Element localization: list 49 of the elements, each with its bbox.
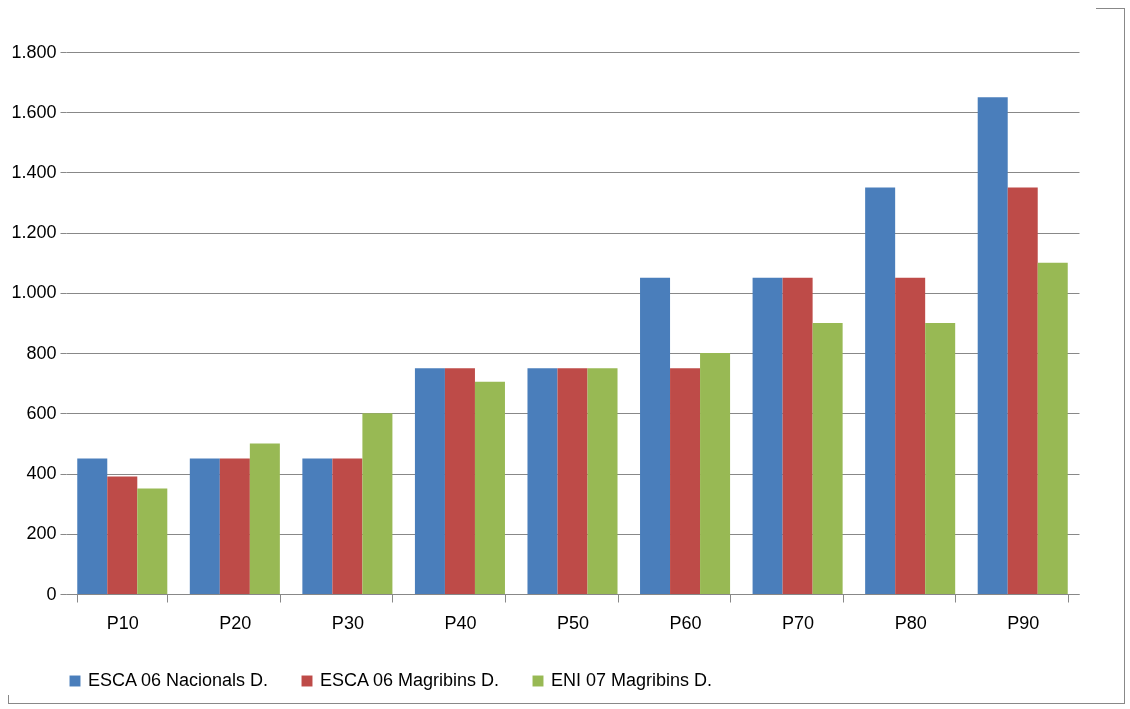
legend-label: ESCA 06 Magribins D. [320, 670, 500, 690]
y-tick-label: 400 [26, 463, 57, 484]
y-tick-label: 1.400 [11, 161, 57, 182]
bar [107, 476, 138, 594]
bar [77, 458, 108, 594]
bar [414, 368, 445, 594]
bar [189, 458, 220, 594]
y-tick-label: 1.800 [11, 41, 57, 62]
y-tick-label: 1.000 [11, 282, 57, 303]
bar [865, 187, 896, 594]
y-tick-label: 1.600 [11, 101, 57, 122]
bar [557, 368, 588, 594]
bar [977, 97, 1008, 594]
y-tick-label: 1.200 [11, 222, 57, 243]
bar [527, 368, 558, 594]
y-tick-label: 600 [26, 402, 57, 423]
x-tick-label: P90 [1007, 612, 1040, 633]
bar [1037, 262, 1068, 594]
bar [444, 368, 475, 594]
y-tick-label: 0 [46, 583, 57, 604]
bar [219, 458, 250, 594]
bar [700, 353, 731, 594]
y-tick-label: 800 [26, 342, 57, 363]
bar [474, 381, 505, 594]
y-tick-label: 200 [26, 523, 57, 544]
bar [137, 488, 168, 594]
bar [670, 368, 701, 594]
x-tick-label: P60 [669, 612, 702, 633]
legend-label: ESCA 06 Nacionals D. [88, 670, 269, 690]
bar [895, 277, 926, 594]
bar [332, 458, 363, 594]
bar [782, 277, 813, 594]
bar [925, 323, 956, 594]
bar [640, 277, 671, 594]
x-tick-label: P20 [219, 612, 252, 633]
bar [812, 323, 843, 594]
x-tick-label: P10 [106, 612, 139, 633]
bar [249, 443, 280, 594]
x-tick-label: P30 [331, 612, 364, 633]
legend-label: ENI 07 Magribins D. [551, 670, 713, 690]
bar [1007, 187, 1038, 594]
bar [752, 277, 783, 594]
x-tick-label: P40 [444, 612, 477, 633]
bar [362, 413, 393, 594]
bar [587, 368, 618, 594]
x-tick-label: P80 [894, 612, 927, 633]
x-tick-label: P70 [782, 612, 815, 633]
bar [302, 458, 333, 594]
x-tick-label: P50 [556, 612, 590, 633]
